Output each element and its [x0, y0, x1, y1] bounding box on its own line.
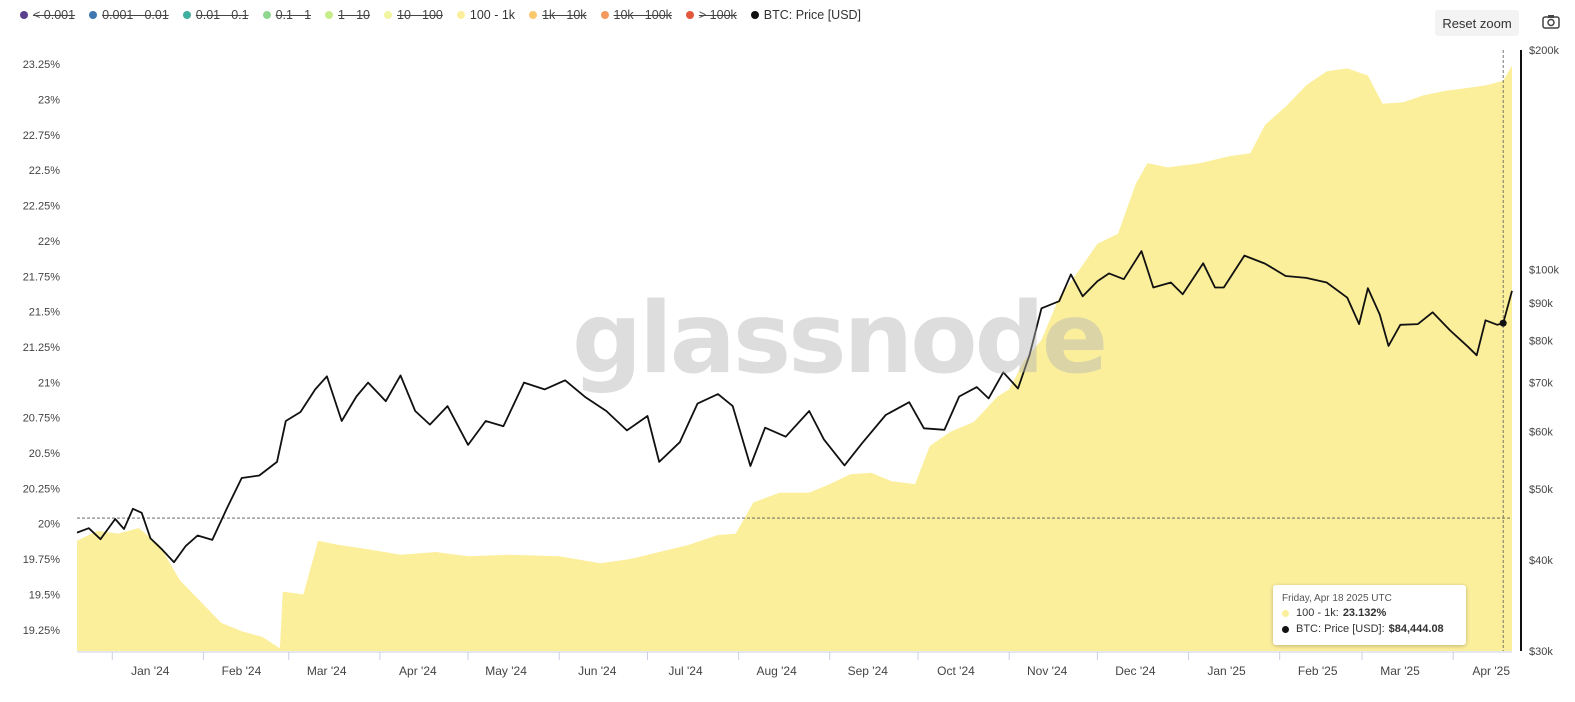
y-axis-left: 19.25% 19.5% 19.75% 20% 20.25% 20.5% 20.75% 21%…: [23, 59, 61, 637]
legend-item[interactable]: 1k - 10k: [529, 8, 587, 22]
watermark: glassnode: [572, 282, 1108, 396]
y-right-tick-label: $70k: [1529, 378, 1553, 390]
x-tick-label: Apr '24: [399, 664, 437, 678]
area-layer: [77, 65, 1512, 652]
y-left-tick-label: 20%: [38, 519, 60, 531]
price-hover-point: [1499, 319, 1507, 327]
legend-dot-icon: [750, 11, 759, 19]
legend-item[interactable]: 0.1 - 1: [262, 8, 312, 22]
legend-dot-icon: [384, 11, 393, 19]
legend-item[interactable]: > 100k: [685, 8, 737, 22]
y-left-tick-label: 23.25%: [23, 59, 61, 71]
y-left-tick-label: 20.5%: [29, 448, 60, 460]
y-right-tick-label: $30k: [1529, 646, 1553, 658]
y-left-tick-label: 22.25%: [23, 201, 61, 213]
legend-dot-icon: [182, 11, 191, 19]
legend-item[interactable]: < 0.001: [20, 8, 75, 22]
x-tick-label: Jul '24: [668, 664, 703, 678]
x-tick-label: Mar '24: [307, 664, 347, 678]
legend-item[interactable]: 0.01 - 0.1: [182, 8, 249, 22]
y-left-tick-label: 22%: [38, 236, 60, 248]
y-left-tick-label: 21.25%: [23, 342, 61, 354]
legend-label: > 100k: [698, 8, 737, 22]
y-right-tick-label: $90k: [1529, 298, 1553, 310]
y-right-tick-label: $100k: [1529, 265, 1559, 277]
x-tick-label: Feb '25: [1298, 664, 1338, 678]
legend-label: 0.1 - 1: [275, 8, 312, 22]
x-tick-label: Feb '24: [222, 664, 262, 678]
x-tick-label: Mar '25: [1380, 664, 1420, 678]
x-tick-label: Oct '24: [937, 664, 975, 678]
legend-dot-icon: [89, 11, 98, 19]
tooltip-series2-value: $84,444.08: [1388, 623, 1444, 635]
y-right-tick-label: $60k: [1529, 426, 1553, 438]
legend-label: 0.001 - 0.01: [102, 8, 169, 22]
legend-label: 100 - 1k: [469, 8, 516, 22]
legend-dot-icon: [685, 11, 694, 19]
tooltip-series1-value: 23.132%: [1342, 607, 1387, 619]
legend-label: BTC: Price [USD]: [763, 8, 862, 22]
legend-dot-icon: [262, 11, 271, 19]
y-left-tick-label: 22.5%: [29, 165, 60, 177]
legend-item[interactable]: 1 - 10: [325, 8, 370, 22]
x-tick-label: Sep '24: [848, 664, 889, 678]
legend-dot-icon: [456, 11, 465, 19]
y-left-tick-label: 23%: [38, 94, 60, 106]
legend-label: 10k - 100k: [613, 8, 672, 22]
tooltip-date: Friday, Apr 18 2025 UTC: [1282, 593, 1392, 604]
y-right-tick-label: $200k: [1529, 45, 1559, 57]
series-dot-icon: [1282, 625, 1289, 633]
y-left-tick-label: 19.75%: [23, 554, 61, 566]
y-left-tick-label: 21.75%: [23, 271, 61, 283]
legend-label: < 0.001: [33, 8, 76, 22]
legend-label: 1 - 10: [338, 8, 371, 22]
legend-label: 0.01 - 0.1: [195, 8, 249, 22]
price-line-layer: [76, 250, 1513, 564]
tooltip-series1-label: 100 - 1k:: [1296, 607, 1339, 619]
price-series-line: [76, 250, 1513, 564]
legend-dot-icon: [20, 11, 28, 19]
x-tick-label: Dec '24: [1115, 664, 1156, 678]
legend-dot-icon: [325, 11, 334, 19]
x-tick-label: Jan '25: [1207, 664, 1246, 678]
y-left-tick-label: 19.5%: [29, 589, 60, 601]
x-tick-label: May '24: [485, 664, 527, 678]
y-left-tick-label: 21.5%: [29, 307, 60, 319]
tooltip-series2-label: BTC: Price [USD]:: [1296, 623, 1385, 635]
x-tick-label: Aug '24: [756, 664, 797, 678]
legend-item[interactable]: 10 - 100: [384, 8, 443, 22]
area-series-100-1k: [77, 65, 1512, 652]
y-left-tick-label: 19.25%: [23, 625, 61, 637]
crosshair-layer: [77, 50, 1512, 651]
tooltip: Friday, Apr 18 2025 UTC 100 - 1k: 23.132…: [1273, 585, 1466, 645]
y-right-tick-label: $50k: [1529, 484, 1553, 496]
y-axis-right: $30k $40k $50k $60k $70k $80k $90k $100k $200k: [1520, 45, 1559, 658]
y-left-tick-label: 20.25%: [23, 483, 61, 495]
y-right-tick-label: $40k: [1529, 555, 1553, 567]
legend-item[interactable]: 0.001 - 0.01: [89, 8, 169, 22]
y-right-tick-label: $80k: [1529, 335, 1553, 347]
legend-item[interactable]: BTC: Price [USD]: [750, 8, 862, 22]
legend: < 0.001 0.001 - 0.01 0.01 - 0.1 0.1 - 1 1 - …: [20, 8, 875, 22]
x-tick-label: Nov '24: [1027, 664, 1068, 678]
legend-item[interactable]: 100 - 1k: [456, 8, 516, 22]
camera-icon[interactable]: [1542, 14, 1560, 30]
legend-label: 10 - 100: [397, 8, 443, 22]
x-tick-label: Jun '24: [578, 664, 617, 678]
legend-label: 1k - 10k: [542, 8, 587, 22]
x-tick-label: Apr '25: [1472, 664, 1510, 678]
y-left-tick-label: 22.75%: [23, 130, 61, 142]
reset-zoom-button[interactable]: Reset zoom: [1435, 10, 1519, 36]
series-dot-icon: [1282, 609, 1289, 617]
y-left-tick-label: 21%: [38, 377, 60, 389]
tooltip-row-price: BTC: Price [USD]: $84,444.08: [1282, 623, 1444, 635]
y-left-tick-label: 20.75%: [23, 413, 61, 425]
tooltip-row-area: 100 - 1k: 23.132%: [1282, 607, 1386, 619]
legend-dot-icon: [600, 11, 609, 19]
x-tick-label: Jan '24: [131, 664, 170, 678]
legend-item[interactable]: 10k - 100k: [600, 8, 672, 22]
x-axis: Jan '24 Feb '24 Mar '24 Apr '24 May '24 Jun '…: [77, 651, 1512, 678]
legend-dot-icon: [529, 11, 538, 19]
